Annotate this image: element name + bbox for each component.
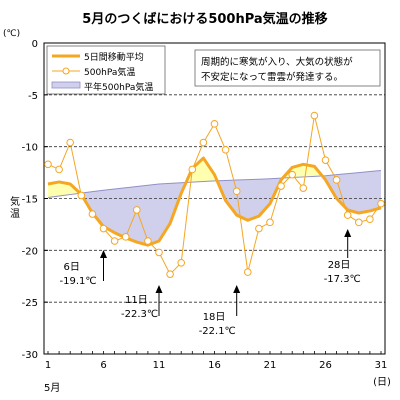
x-tick-label: 6 <box>100 360 106 371</box>
x-unit-label: (日) <box>373 377 391 388</box>
daily-temperature-point <box>221 145 230 154</box>
daily-temperature-point <box>210 120 219 128</box>
y-axis-ticks: 0 -5 -10 -15 -20 -25 -30 <box>22 39 48 361</box>
daily-temperature-point <box>288 170 297 179</box>
annotation-day: 28日 <box>328 260 351 271</box>
x-tick-label: 11 <box>153 360 166 371</box>
daily-temperature-point <box>244 268 252 276</box>
y-tick-label: -15 <box>22 195 38 206</box>
legend-swatch-normal <box>51 81 81 89</box>
x-axis-label: 5月 <box>44 382 60 394</box>
daily-temperature-point <box>177 258 185 267</box>
daily-temperature-point <box>110 237 119 245</box>
daily-temperature-point <box>366 215 374 224</box>
daily-temperature-point <box>321 156 330 164</box>
annotation-arrow-head <box>233 285 241 293</box>
y-unit-label: (℃) <box>3 29 20 39</box>
daily-temperature-point <box>299 184 308 192</box>
annotation-arrow-head <box>344 229 352 237</box>
note-line-1: 周期的に寒気が入り、大気の状態が <box>201 56 353 68</box>
annotation-day: 18日 <box>203 312 226 323</box>
daily-temperature-point <box>255 224 263 233</box>
daily-temperature-point <box>99 224 108 233</box>
daily-temperature-point <box>55 165 63 174</box>
daily-temperature-point <box>277 182 285 190</box>
x-axis-ticks: 1 6 11 16 21 26 31 <box>45 351 388 371</box>
daily-temperature-point <box>155 248 163 257</box>
series-layer <box>44 111 385 278</box>
note-line-2: 不安定になって雷雲が発達する。 <box>201 71 343 83</box>
legend-label-temperature: 500hPa気温 <box>84 66 135 78</box>
annotation-value: -19.1℃ <box>60 276 97 287</box>
daily-temperature-point <box>88 210 97 218</box>
note-box: 周期的に寒気が入り、大気の状態が 不安定になって雷雲が発達する。 <box>194 49 381 87</box>
annotation-value: -22.1℃ <box>199 326 236 337</box>
annotation-arrow-head <box>155 285 163 293</box>
daily-temperature-point <box>332 176 341 184</box>
x-tick-label: 26 <box>319 360 332 371</box>
normal-temperature-line <box>47 170 382 198</box>
y-tick-label: -30 <box>22 350 38 361</box>
y-tick-label: -25 <box>22 298 38 309</box>
y-axis-label: 気温 <box>10 195 20 220</box>
daily-temperature-point <box>199 138 208 147</box>
daily-temperature-point <box>343 211 352 219</box>
x-tick-label: 31 <box>375 360 388 371</box>
daily-temperature-point <box>121 233 130 241</box>
legend-label-normal: 平年500hPa気温 <box>84 81 153 93</box>
daily-temperature-point <box>310 111 319 120</box>
daily-temperature-point <box>166 270 174 278</box>
annotations: 6日 -19.1℃ 11日 -22.3℃ 18日 -22.1℃ 28日 -17.3℃ <box>60 229 361 337</box>
daily-temperature-point <box>266 218 274 227</box>
deviation-fills <box>48 158 381 246</box>
daily-temperature-point <box>66 138 74 147</box>
legend: 5日間移動平均 500hPa気温 平年500hPa気温 <box>46 45 166 95</box>
note-frame <box>194 49 381 87</box>
daily-temperature-point <box>377 199 385 208</box>
legend-label-moving-average: 5日間移動平均 <box>84 51 144 63</box>
annotation-day: 6日 <box>64 262 80 273</box>
daily-temperature-point <box>77 191 86 200</box>
chart-title: 5月のつくばにおける500hPa気温の推移 <box>82 11 327 27</box>
y-tick-label: -10 <box>22 143 38 154</box>
legend-swatch-temperature-marker <box>62 67 70 75</box>
y-tick-label: -5 <box>28 91 38 102</box>
daily-temperature-point <box>133 206 141 214</box>
x-tick-label: 21 <box>264 360 277 371</box>
y-tick-label: 0 <box>32 39 38 50</box>
cold-anomaly-fill <box>48 170 381 246</box>
daily-temperature-point <box>355 218 363 227</box>
annotation-value: -22.3℃ <box>121 309 158 320</box>
daily-temperature-point <box>232 187 241 196</box>
x-tick-label: 16 <box>208 360 221 371</box>
annotation-value: -17.3℃ <box>324 274 361 285</box>
daily-temperature-point <box>144 237 152 245</box>
annotation-day: 11日 <box>125 295 148 306</box>
gridlines <box>44 94 385 303</box>
annotation-arrow-head <box>100 250 107 258</box>
y-tick-label: -20 <box>22 246 38 257</box>
daily-temperature-point <box>188 165 197 174</box>
x-tick-label: 1 <box>45 360 51 371</box>
daily-temperature-point <box>44 160 52 169</box>
